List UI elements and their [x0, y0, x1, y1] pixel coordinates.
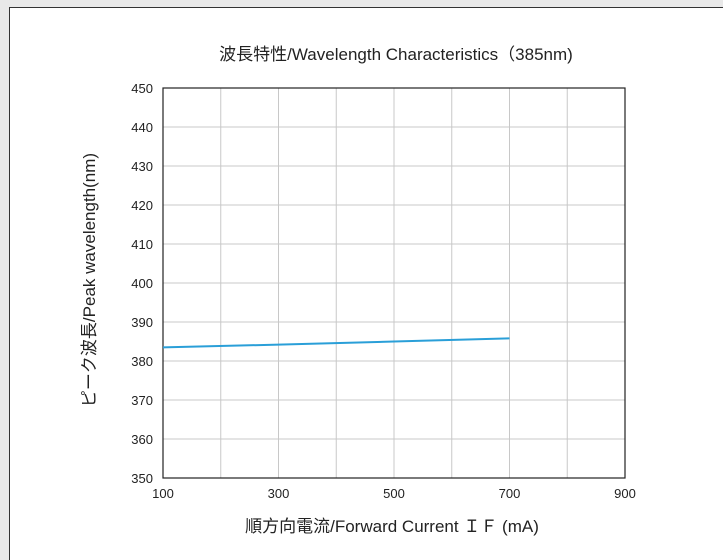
y-tick-label: 360 [131, 432, 153, 447]
plot-area [162, 87, 626, 479]
y-tick-label: 370 [131, 393, 153, 408]
y-tick-label: 440 [131, 120, 153, 135]
series-layer [162, 337, 510, 349]
x-tick-label: 500 [383, 486, 405, 501]
x-axis-label: 順方向電流/Forward Current ＩＦ (mA) [245, 517, 539, 536]
x-tick-labels: 100 300 500 700 900 [152, 486, 636, 501]
grid [162, 87, 626, 479]
x-tick-label: 700 [499, 486, 521, 501]
y-tick-label: 420 [131, 198, 153, 213]
y-tick-label: 430 [131, 159, 153, 174]
x-tick-label: 100 [152, 486, 174, 501]
y-tick-label: 450 [131, 81, 153, 96]
y-tick-label: 350 [131, 471, 153, 486]
series-line [162, 337, 510, 349]
y-tick-label: 400 [131, 276, 153, 291]
chart-title: 波長特性/Wavelength Characteristics（385nm) [219, 45, 573, 64]
y-tick-label: 410 [131, 237, 153, 252]
x-tick-label: 900 [614, 486, 636, 501]
y-tick-label: 390 [131, 315, 153, 330]
x-tick-label: 300 [268, 486, 290, 501]
y-tick-labels: 350 360 370 380 390 400 410 420 430 440 450 [131, 81, 153, 486]
y-axis-label: ピーク波長/Peak wavelength(nm) [80, 153, 99, 407]
y-tick-label: 380 [131, 354, 153, 369]
